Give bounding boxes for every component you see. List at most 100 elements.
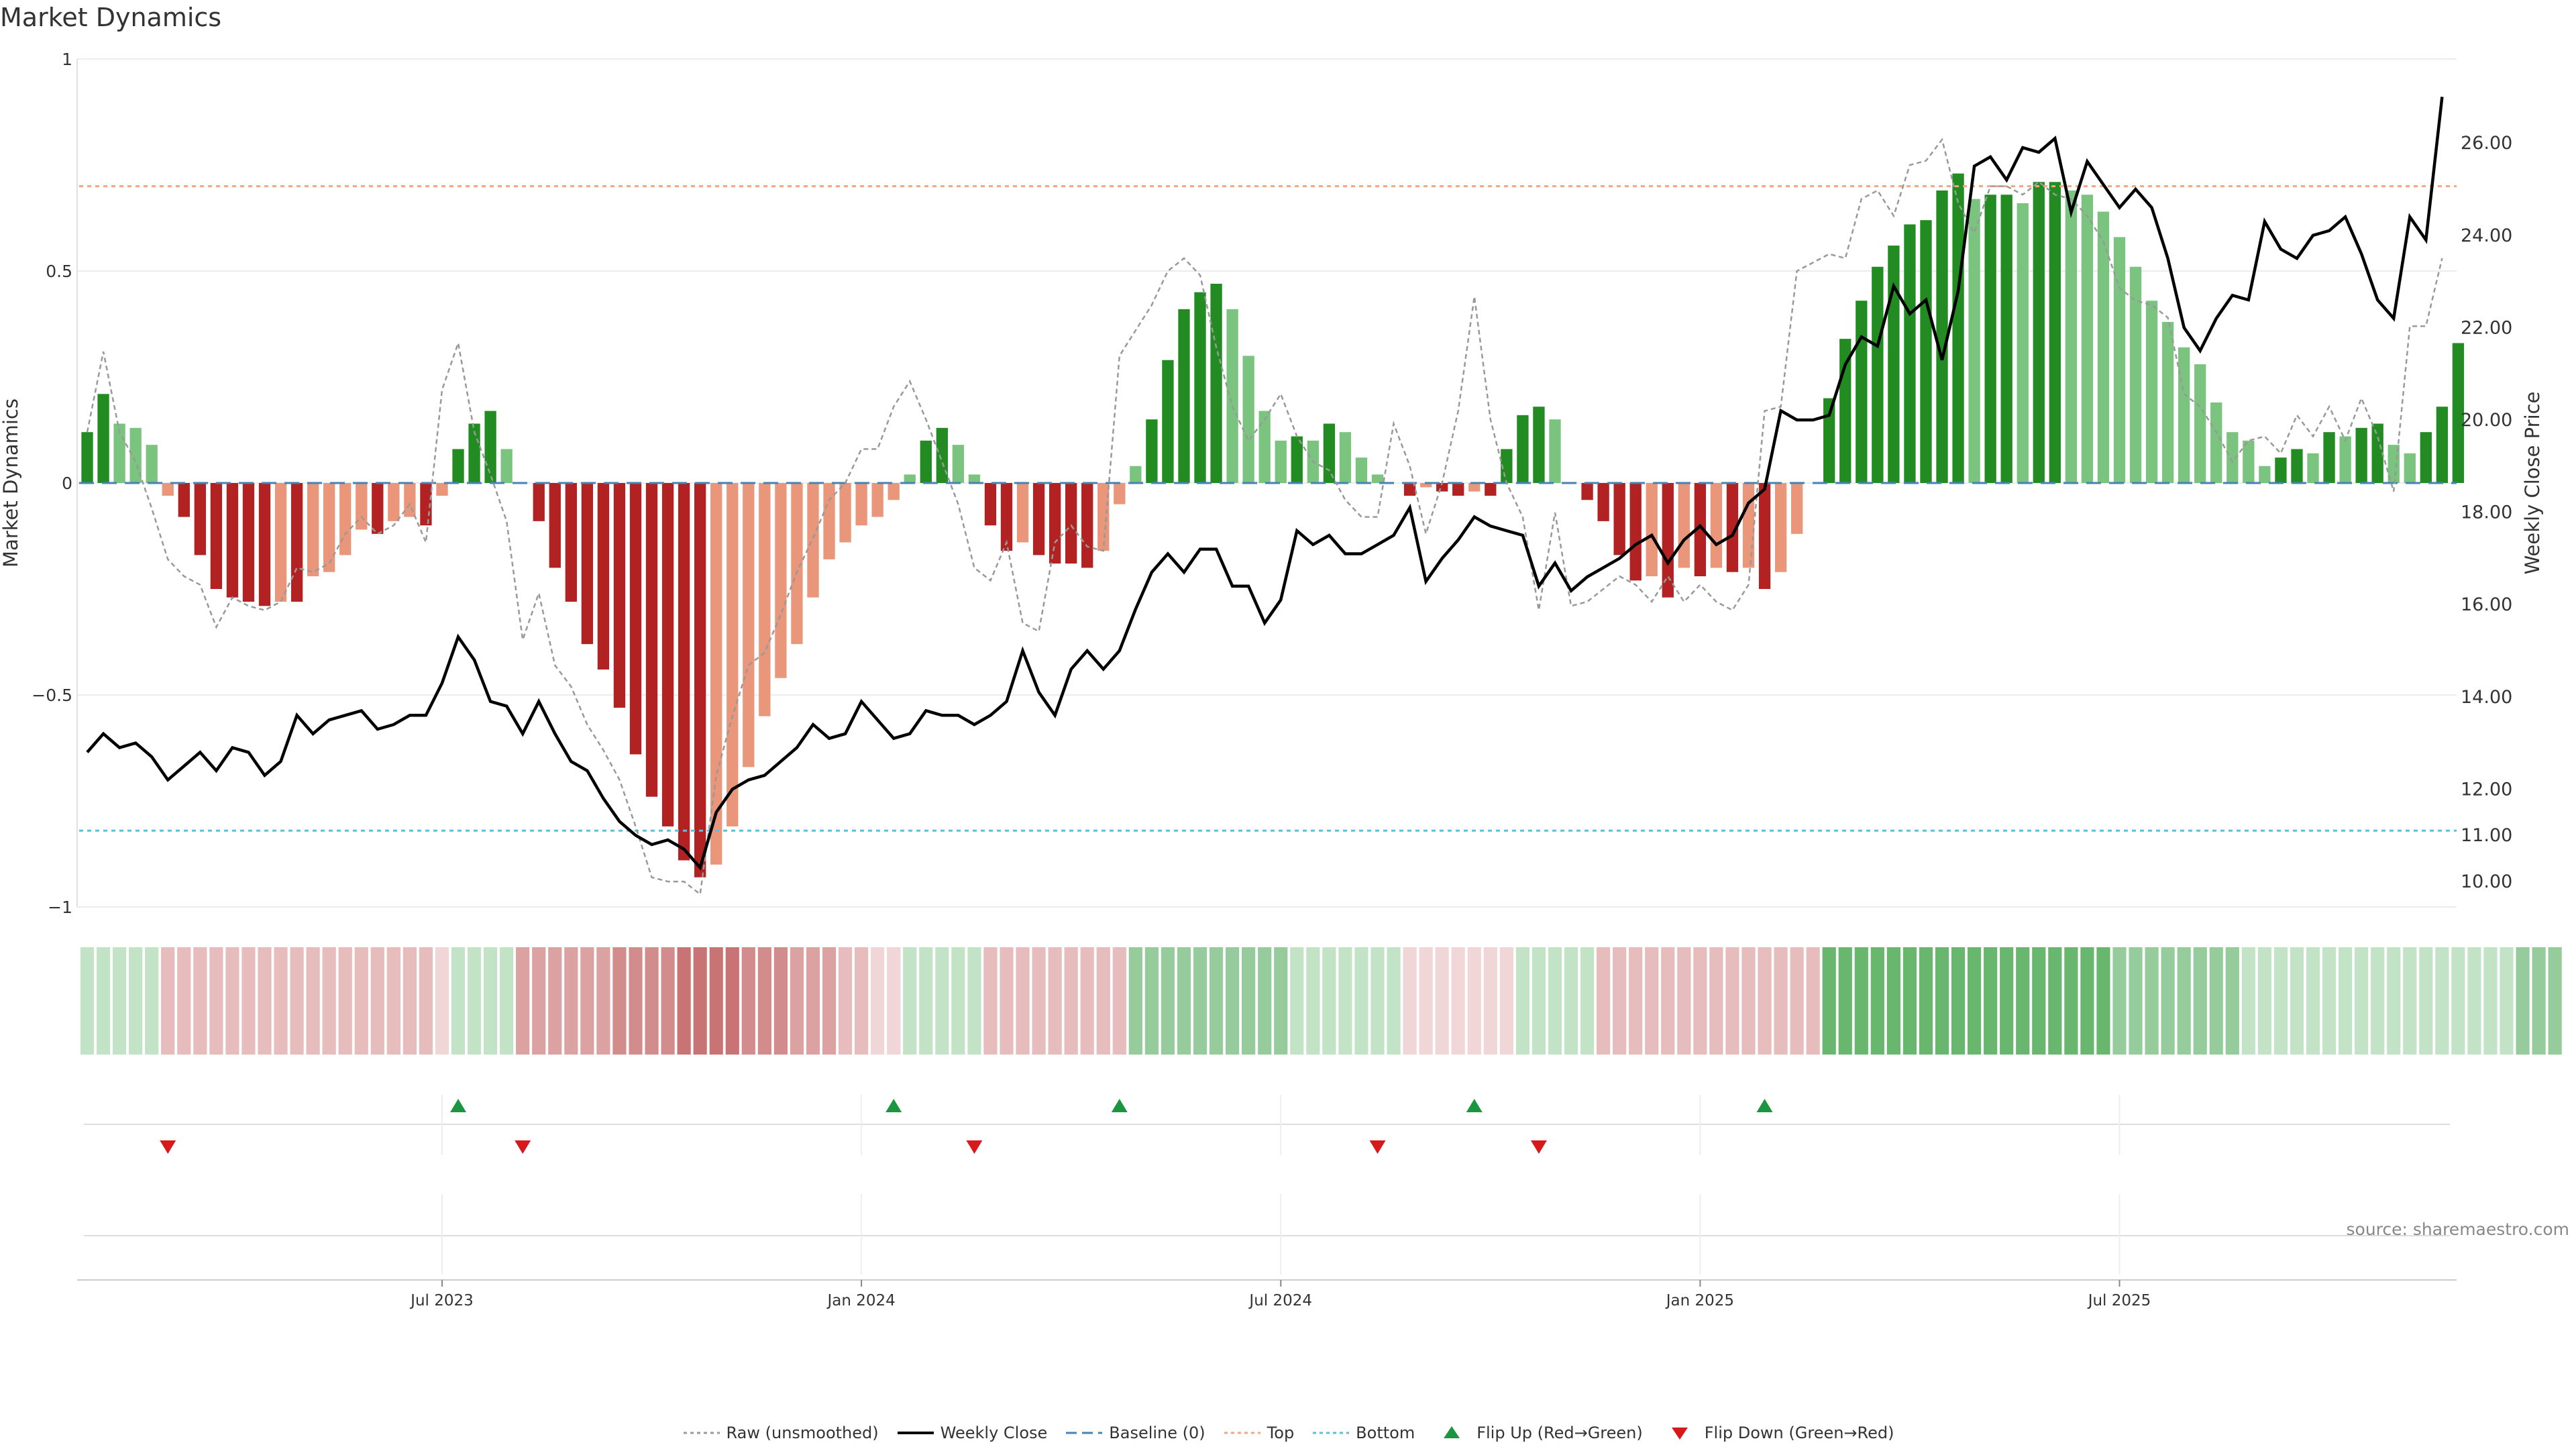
regime-cell [290,947,304,1055]
bar [791,483,803,645]
regime-cell [1080,947,1094,1055]
bar [2081,195,2094,483]
regime-cell [612,947,627,1055]
bar [1533,407,1545,483]
y-tick-label: −0.5 [32,686,72,705]
bar [2355,427,2367,483]
bar [2145,301,2158,483]
bar [1097,483,1110,551]
y2-tick-label: 18.00 [2461,502,2512,523]
bar [613,483,626,708]
regime-cell [677,947,691,1055]
bar [1130,466,1142,483]
bar [372,483,384,534]
bar [2243,440,2255,483]
regime-cell [645,947,659,1055]
regime-cell [1984,947,1998,1055]
bar [1291,436,1303,483]
bar [629,483,642,755]
bar [710,483,722,865]
regime-cell [2387,947,2401,1055]
regime-cell [709,947,723,1055]
regime-cell [2032,947,2046,1055]
regime-cell [161,947,175,1055]
regime-cell [177,947,191,1055]
regime-cell [919,947,933,1055]
legend-label: Weekly Close [940,1424,1048,1442]
bar [2291,449,2303,483]
regime-cell [274,947,288,1055]
bar [1662,483,1674,598]
bar [1823,398,1835,483]
regime-cell [2451,947,2465,1055]
bar [2000,195,2012,483]
regime-cell [725,947,739,1055]
regime-cell [741,947,755,1055]
bar [1710,483,1723,568]
y2-tick-label: 14.00 [2461,687,2512,708]
legend-label: Raw (unsmoothed) [726,1424,879,1442]
bar [855,483,867,526]
regime-cell [2516,947,2530,1055]
regime-cell [1000,947,1014,1055]
regime-cell [773,947,788,1055]
regime-cell [1693,947,1707,1055]
bar [952,445,965,483]
regime-cell [1387,947,1401,1055]
x-tick-label: Jul 2024 [1248,1292,1312,1309]
regime-cell [1242,947,1256,1055]
regime-cell [661,947,675,1055]
regime-cell [1806,947,1820,1055]
bar [2420,432,2432,483]
regime-cell [1854,947,1868,1055]
regime-cell [2339,947,2353,1055]
legend-swatch [1224,1432,1260,1434]
regime-cell [225,947,239,1055]
regime-cell [1371,947,1385,1055]
legend-item: Bottom [1311,1424,1415,1442]
legend-label: Baseline (0) [1109,1424,1205,1442]
legend-label: Flip Down (Green→Red) [1704,1424,1894,1442]
x-tick-label: Jul 2025 [2087,1292,2151,1309]
bar [1242,356,1254,483]
regime-cell [1161,947,1175,1055]
regime-cell [2403,947,2417,1055]
bar [1629,483,1642,581]
regime-cell [2016,947,2030,1055]
regime-cell [1709,947,1723,1055]
flip-up-marker [1756,1099,1773,1112]
regime-cell [1629,947,1643,1055]
regime-cell [209,947,223,1055]
bar [2387,445,2400,483]
bar [1162,360,1174,483]
bar [759,483,771,716]
regime-cell [2177,947,2191,1055]
bar [1436,483,1448,492]
bar [1146,419,1158,483]
bar [839,483,851,543]
y2-tick-label: 10.00 [2461,871,2512,892]
regime-cell [451,947,466,1055]
legend-swatch-shape [1444,1426,1460,1438]
bar [888,483,900,500]
regime-cell [2355,947,2369,1055]
bar [258,483,271,606]
legend-swatch [1313,1432,1350,1434]
regime-cell [484,947,498,1055]
regime-cell [693,947,707,1055]
bar [1355,458,1368,483]
bar [2436,407,2449,483]
bar [2161,321,2174,483]
bar [1872,266,1884,483]
x-tick-label: Jul 2023 [409,1292,474,1309]
regime-cell [322,947,336,1055]
regime-cell [1838,947,1852,1055]
legend-label: Top [1267,1424,1295,1442]
flip-down-marker [1369,1140,1386,1154]
bar [2194,364,2206,483]
bar [2178,347,2190,483]
bar [2017,203,2029,483]
regime-cell [96,947,111,1055]
regime-cell [822,947,837,1055]
bar [162,483,174,496]
